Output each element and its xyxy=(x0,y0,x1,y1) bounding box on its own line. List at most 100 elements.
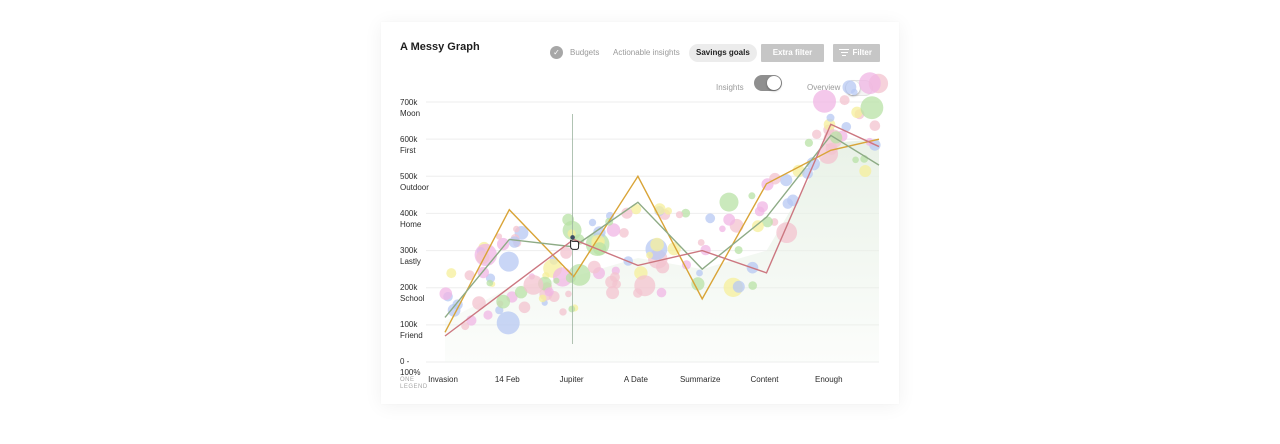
bubble-point xyxy=(752,220,764,233)
bubble-point xyxy=(705,213,716,224)
bubble-point xyxy=(508,236,521,248)
check-icon[interactable]: ✓ xyxy=(550,46,563,59)
tab-actionable-insights[interactable]: Actionable insights xyxy=(613,48,680,57)
x-tick-label: Jupiter xyxy=(560,375,584,384)
bubble-point xyxy=(630,203,642,215)
chart-title: A Messy Graph xyxy=(400,41,480,53)
series-line-gold xyxy=(444,138,880,333)
bubble-point xyxy=(650,237,664,252)
bubble-point xyxy=(605,275,618,289)
bubble-point xyxy=(787,194,799,207)
x-tick-label: 14 Feb xyxy=(495,375,520,384)
bubble-point xyxy=(656,260,670,274)
bubble-point xyxy=(513,225,520,233)
bubble-point xyxy=(732,280,745,293)
bubble-point xyxy=(496,311,520,335)
bubble-point xyxy=(826,113,835,122)
bubble-point xyxy=(681,208,691,218)
cursor-point xyxy=(570,235,575,240)
bubble-point xyxy=(839,95,850,106)
bubble-point xyxy=(514,286,528,299)
x-tick-label: Content xyxy=(750,375,779,384)
bubble-point xyxy=(496,294,511,309)
bubble-point xyxy=(587,260,601,274)
bubble-point xyxy=(859,165,872,177)
bubble-point xyxy=(734,246,743,255)
bubble-point xyxy=(723,213,736,226)
bubble-point xyxy=(697,239,705,246)
bubble-point xyxy=(439,287,453,301)
bubble-point xyxy=(812,129,822,139)
y-tick-200k: 200k School xyxy=(400,283,425,303)
bubble-point xyxy=(498,251,519,272)
bubble-point xyxy=(841,122,852,132)
bubble-point xyxy=(852,156,859,164)
bubble-point xyxy=(851,106,863,119)
bubble-point xyxy=(748,192,756,200)
bubble-point xyxy=(483,310,493,320)
bubble-point xyxy=(497,237,510,251)
y-tick-0: 0 -100% xyxy=(400,357,421,377)
hand-cursor-icon xyxy=(570,239,580,250)
insights-toggle-knob xyxy=(767,76,781,90)
y-tick-700k: 700k Moon xyxy=(400,98,421,118)
bubble-point xyxy=(675,211,684,219)
bubble-point xyxy=(544,287,554,297)
tab-savings-goals[interactable]: Savings goals xyxy=(689,44,757,62)
legend-label: ONE LEGEND xyxy=(400,377,428,390)
bubble-point xyxy=(860,96,884,120)
bubble-point xyxy=(621,207,633,219)
series-line-red xyxy=(444,123,880,337)
bubble-point xyxy=(560,247,572,259)
filter-button-label: Filter xyxy=(852,48,872,57)
bubble-point xyxy=(523,275,544,295)
bubble-point xyxy=(553,277,560,284)
area-fill xyxy=(445,139,879,362)
x-tick-label: Enough xyxy=(815,375,843,384)
bubble-point xyxy=(606,286,620,300)
y-tick-100k: 100k Friend xyxy=(400,320,423,340)
bubble-point xyxy=(559,308,567,316)
bubble-point xyxy=(804,138,813,147)
bubble-point xyxy=(538,294,547,303)
insights-label: Insights xyxy=(716,83,744,92)
y-tick-300k: 300k Lastly xyxy=(400,246,421,266)
bubble-point xyxy=(813,89,836,113)
bubble-point xyxy=(656,287,667,298)
bubble-point xyxy=(588,218,597,227)
bubble-point xyxy=(696,269,703,277)
x-tick-label: A Date xyxy=(624,375,649,384)
overview-label: Overview xyxy=(807,83,841,92)
bubble-point xyxy=(719,192,739,212)
line-chart: Invasion 14 Feb Jupiter A Date Summarize Cont… xyxy=(426,72,889,384)
bubble-point xyxy=(646,251,653,259)
bubble-point xyxy=(869,120,881,131)
bubble-point xyxy=(568,305,576,313)
bubble-point xyxy=(565,290,572,298)
bubble-point xyxy=(619,228,629,238)
extra-filter-button[interactable]: Extra filter xyxy=(761,44,824,62)
bubble-point xyxy=(681,260,692,270)
bubble-point xyxy=(606,223,621,237)
tab-budgets[interactable]: Budgets xyxy=(570,48,600,57)
bubble-point xyxy=(446,268,457,279)
insights-toggle[interactable] xyxy=(754,75,782,91)
bubble-point xyxy=(748,281,757,290)
chart-card: A Messy Graph ✓ Budgets Actionable insig… xyxy=(381,22,899,404)
bubble-point xyxy=(464,270,475,281)
y-tick-500k: 500k Outdoor xyxy=(400,172,429,192)
filter-icon xyxy=(839,49,849,57)
bubble-point xyxy=(664,207,672,215)
bubble-point xyxy=(518,301,531,314)
bubble-point xyxy=(842,80,857,94)
bubble-point xyxy=(495,233,503,240)
bubble-point xyxy=(691,277,705,291)
bubble-point xyxy=(719,225,726,233)
y-tick-600k: 600k First xyxy=(400,135,418,155)
y-tick-400k: 400k Home xyxy=(400,209,422,229)
bubble-point xyxy=(859,72,881,95)
bubble-point xyxy=(472,296,486,310)
x-tick-label: Invasion xyxy=(428,375,458,384)
bubble-point xyxy=(634,275,656,297)
filter-button[interactable]: Filter xyxy=(833,44,880,62)
